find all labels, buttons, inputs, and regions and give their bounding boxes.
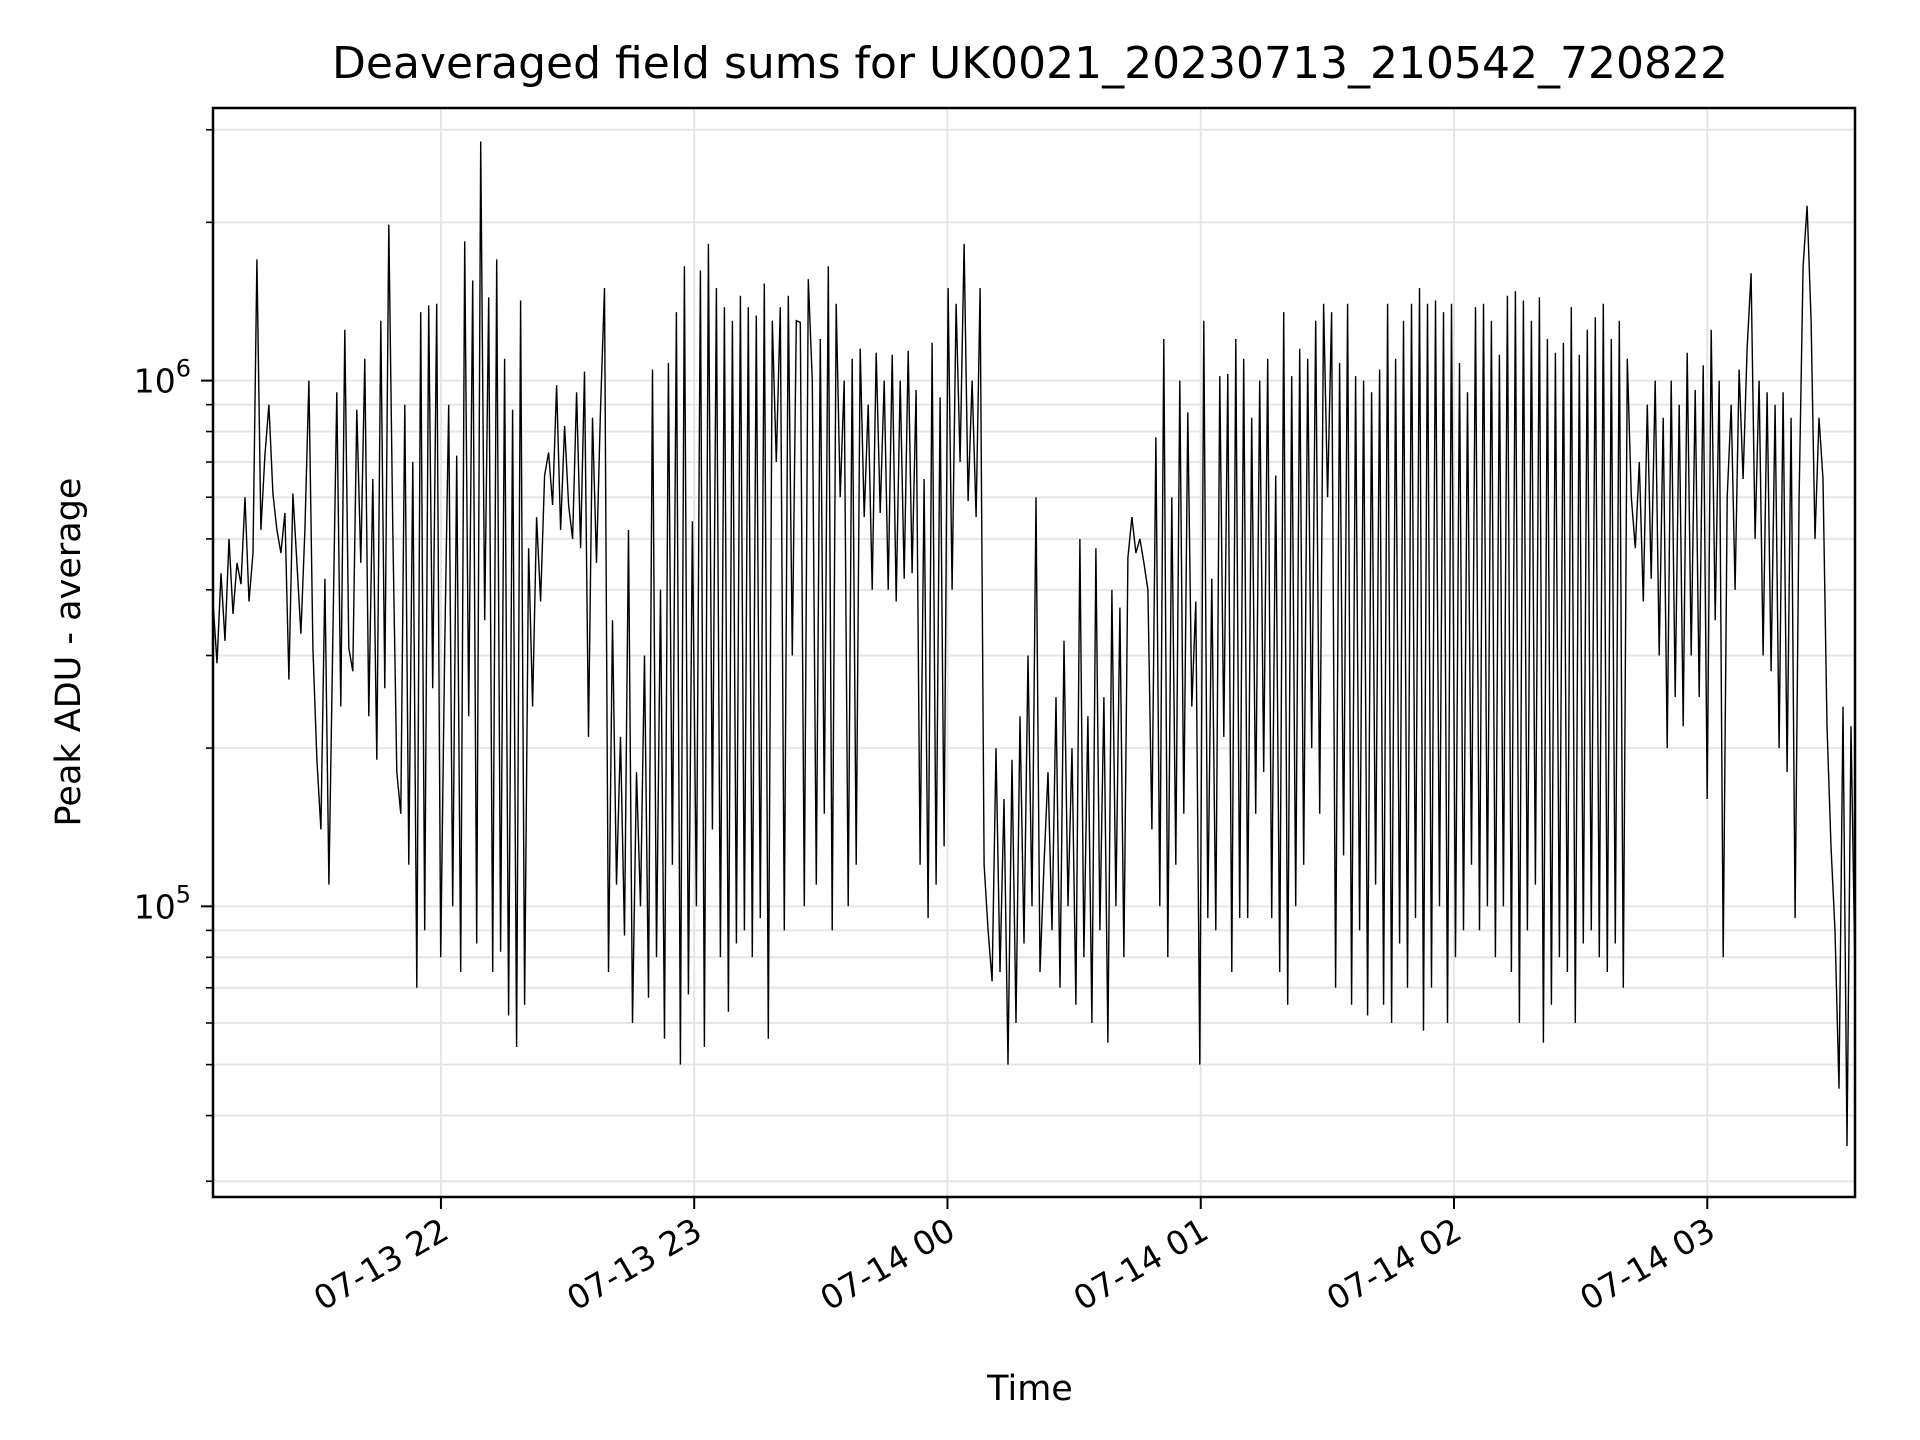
series-group [212,141,1856,1147]
plot-frame [211,106,1857,1199]
chart-title: Deaveraged field sums for UK0021_2023071… [332,38,1728,89]
y-tick-label: 105 [134,880,191,926]
y-tick-label: 106 [134,355,191,401]
series-line-0 [212,141,1856,1147]
y-grid [213,128,1855,1183]
x-axis-label: Time [986,1369,1073,1409]
y-ticks: 105 106 [134,128,213,1183]
y-axis-label: Peak ADU - average [49,478,89,827]
